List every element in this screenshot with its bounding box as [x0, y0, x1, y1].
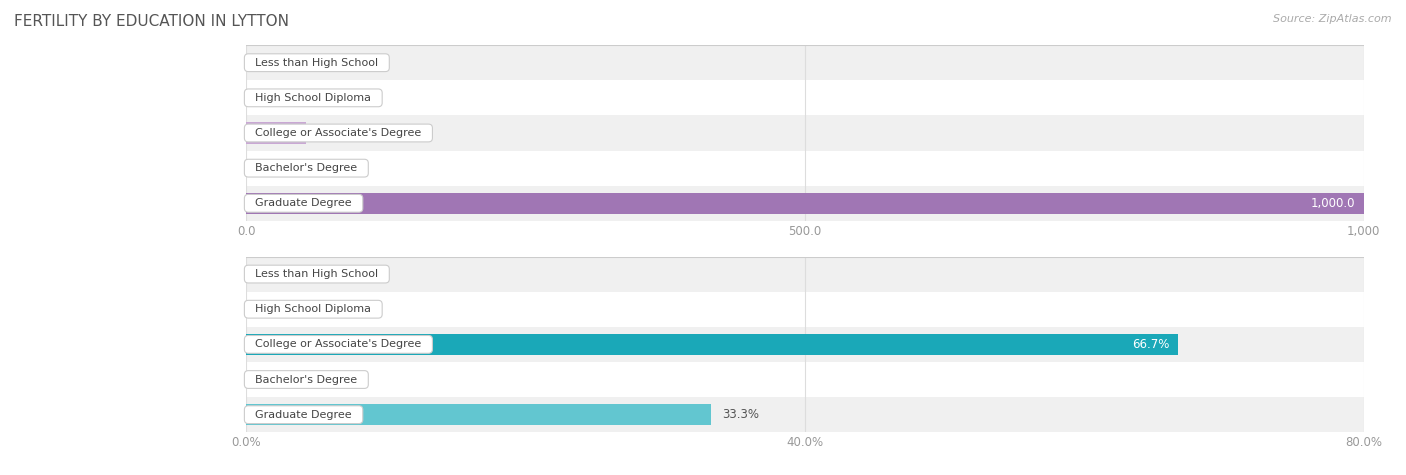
- Text: 0.0: 0.0: [257, 91, 276, 104]
- Text: Graduate Degree: Graduate Degree: [249, 198, 359, 209]
- Bar: [246, 256, 1364, 292]
- Text: Graduate Degree: Graduate Degree: [249, 409, 359, 420]
- Text: 0.0%: 0.0%: [257, 303, 287, 316]
- Bar: [246, 45, 1364, 80]
- Text: Bachelor's Degree: Bachelor's Degree: [249, 374, 364, 385]
- Bar: [246, 397, 1364, 432]
- Bar: [246, 151, 1364, 186]
- Text: Bachelor's Degree: Bachelor's Degree: [249, 163, 364, 173]
- Bar: [246, 334, 1178, 355]
- Bar: [246, 193, 1364, 214]
- Bar: [246, 327, 1364, 362]
- Text: Source: ZipAtlas.com: Source: ZipAtlas.com: [1274, 14, 1392, 24]
- Bar: [246, 115, 1364, 151]
- Bar: [246, 292, 1364, 327]
- Text: 0.0%: 0.0%: [257, 373, 287, 386]
- Bar: [246, 362, 1364, 397]
- Bar: [246, 123, 307, 143]
- Text: High School Diploma: High School Diploma: [249, 93, 378, 103]
- Text: 0.0: 0.0: [257, 162, 276, 175]
- Bar: [246, 404, 711, 425]
- Text: 1,000.0: 1,000.0: [1310, 197, 1355, 210]
- Text: 0.0%: 0.0%: [257, 267, 287, 281]
- Bar: [246, 186, 1364, 221]
- Bar: [246, 80, 1364, 115]
- Text: Less than High School: Less than High School: [249, 269, 385, 279]
- Text: Less than High School: Less than High School: [249, 57, 385, 68]
- Text: 66.7%: 66.7%: [1132, 338, 1168, 351]
- Text: College or Associate's Degree: College or Associate's Degree: [249, 339, 429, 350]
- Text: 54.0: 54.0: [318, 126, 343, 140]
- Text: College or Associate's Degree: College or Associate's Degree: [249, 128, 429, 138]
- Text: FERTILITY BY EDUCATION IN LYTTON: FERTILITY BY EDUCATION IN LYTTON: [14, 14, 290, 29]
- Text: 33.3%: 33.3%: [723, 408, 759, 421]
- Text: 0.0: 0.0: [257, 56, 276, 69]
- Text: High School Diploma: High School Diploma: [249, 304, 378, 314]
